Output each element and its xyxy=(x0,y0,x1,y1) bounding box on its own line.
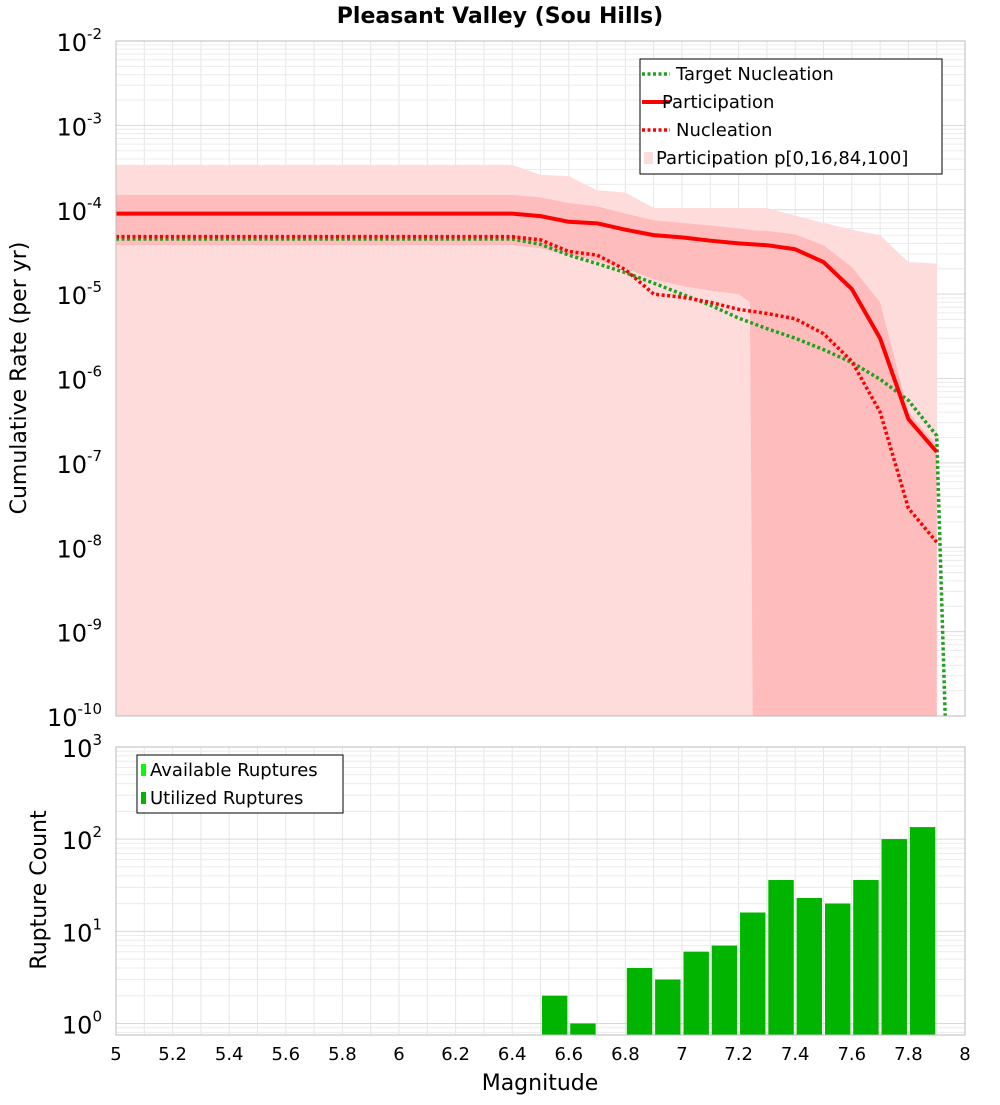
top-y-tick-label: 10-2 xyxy=(56,25,102,57)
x-tick-label: 7.8 xyxy=(894,1044,923,1065)
bottom-legend-swatch xyxy=(141,792,146,804)
x-tick-label: 7.4 xyxy=(781,1044,810,1065)
bottom-grid xyxy=(115,747,966,1035)
top-y-tick-label: 10-6 xyxy=(56,363,102,395)
bottom-y-axis-label: Rupture Count xyxy=(27,810,52,970)
top-y-tick-label: 10-7 xyxy=(56,447,102,479)
participation-band-p16-p84 xyxy=(116,194,937,716)
top-legend-label: Nucleation xyxy=(676,120,772,141)
utilized-rupture-bar xyxy=(909,827,936,1035)
bottom-legend-label: Available Ruptures xyxy=(150,760,318,781)
utilized-rupture-bar xyxy=(740,912,766,1035)
utilized-rupture-bar xyxy=(881,839,907,1035)
top-y-tick-label: 10-5 xyxy=(56,278,102,310)
bottom-legend-label: Utilized Ruptures xyxy=(150,788,303,809)
utilized-rupture-bar xyxy=(768,880,794,1035)
utilized-rupture-bar xyxy=(796,897,822,1035)
bottom-y-tick-label: 102 xyxy=(62,823,102,855)
bottom-legend: Available Ruptures Utilized Ruptures xyxy=(136,754,344,814)
top-legend-box xyxy=(639,58,943,175)
utilized-rupture-bar xyxy=(655,979,681,1035)
top-y-tick-label: 10-9 xyxy=(56,616,102,648)
utilized-rupture-bar xyxy=(542,995,568,1035)
utilized-rupture-bar xyxy=(711,945,738,1035)
bottom-legend-swatch xyxy=(141,764,146,776)
top-y-tick-label: 10-10 xyxy=(47,700,102,732)
top-legend-label: Participation p[0,16,84,100] xyxy=(656,148,908,169)
top-y-axis-label: Cumulative Rate (per yr) xyxy=(7,242,32,515)
utilized-rupture-bar xyxy=(825,903,851,1035)
top-y-tick-label: 10-8 xyxy=(56,531,102,563)
x-tick-label: 6.8 xyxy=(611,1044,640,1065)
top-legend-swatch xyxy=(644,152,653,164)
series-line-participation xyxy=(116,211,939,454)
top-legend-label: Target Nucleation xyxy=(675,64,834,85)
x-tick-label: 6.2 xyxy=(441,1044,470,1065)
series-line-nucleation xyxy=(116,234,939,544)
x-tick-label: 5.4 xyxy=(215,1044,244,1065)
x-tick-label: 5.6 xyxy=(271,1044,300,1065)
top-y-tick-label: 10-3 xyxy=(56,109,102,141)
x-tick-label: 8 xyxy=(959,1044,970,1065)
x-tick-label: 6.6 xyxy=(554,1044,583,1065)
bottom-y-tick-label: 101 xyxy=(62,915,102,947)
x-tick-label: 6.4 xyxy=(498,1044,527,1065)
top-y-tick-label: 10-4 xyxy=(56,194,102,226)
x-tick-label: 7.6 xyxy=(837,1044,866,1065)
top-plot-frame xyxy=(115,40,966,717)
bottom-y-tick-label: 100 xyxy=(62,1007,102,1039)
utilized-rupture-bar xyxy=(853,880,879,1035)
bottom-legend-box xyxy=(136,754,344,814)
top-legend-label: Participation xyxy=(662,92,774,113)
x-tick-label: 5.2 xyxy=(158,1044,187,1065)
chart-title: Pleasant Valley (Sou Hills) xyxy=(337,4,663,29)
bottom-y-tick-label: 103 xyxy=(62,731,102,763)
utilized-rupture-bar xyxy=(683,951,709,1035)
x-tick-label: 7 xyxy=(676,1044,687,1065)
x-axis-label: Magnitude xyxy=(482,1071,599,1096)
participation-band-p0-p100 xyxy=(116,164,937,716)
x-tick-label: 6 xyxy=(393,1044,404,1065)
x-tick-label: 5 xyxy=(110,1044,121,1065)
x-tick-label: 7.2 xyxy=(724,1044,753,1065)
utilized-rupture-bar xyxy=(626,967,653,1035)
bottom-plot-frame xyxy=(115,746,966,1036)
top-legend: Target Nucleation Participation Nucleation… xyxy=(639,58,943,175)
utilized-rupture-bar xyxy=(570,1023,596,1035)
x-tick-label: 5.8 xyxy=(328,1044,357,1065)
